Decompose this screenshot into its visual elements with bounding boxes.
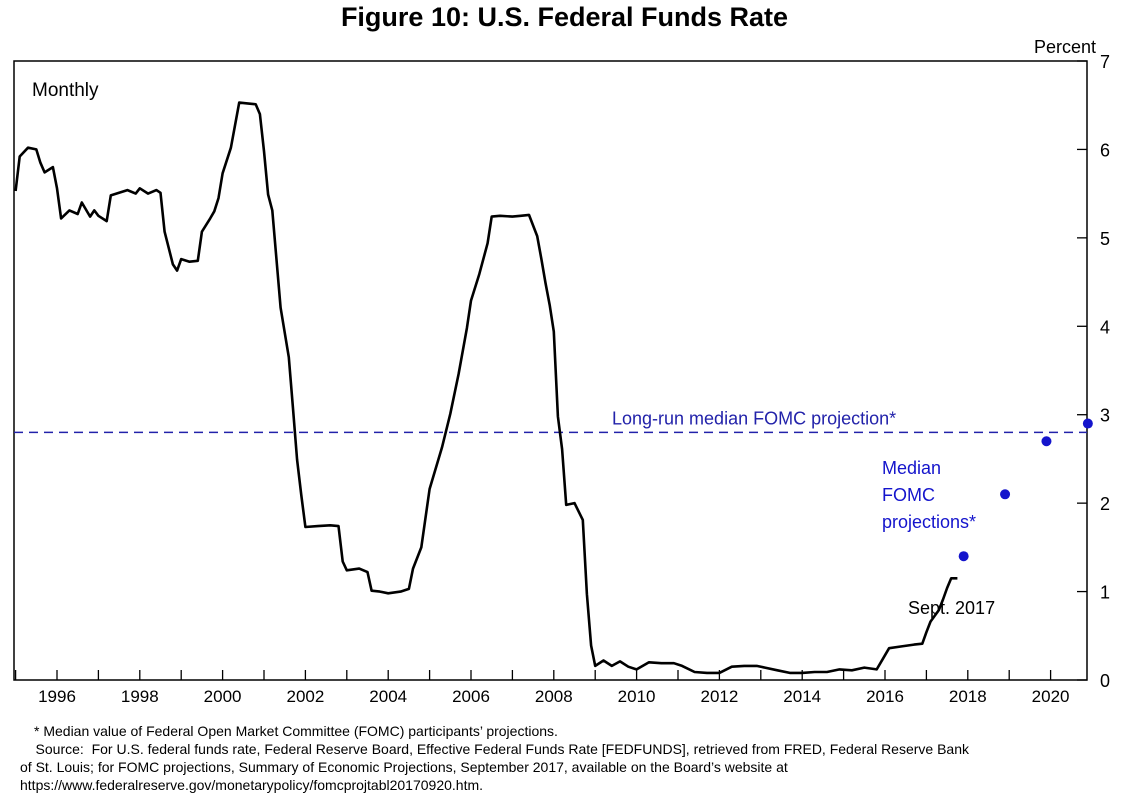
x-tick-label: 2002 xyxy=(286,687,324,706)
reference-line-label: Long-run median FOMC projection* xyxy=(612,408,896,428)
x-tick-label: 2018 xyxy=(949,687,987,706)
x-tick-label: 2012 xyxy=(700,687,738,706)
y-tick-label: 1 xyxy=(1100,583,1110,603)
x-tick-label: 2008 xyxy=(535,687,573,706)
chart-title: Figure 10: U.S. Federal Funds Rate xyxy=(340,2,789,32)
footnote-note: * Median value of Federal Open Market Co… xyxy=(34,723,558,739)
projections-label: FOMC xyxy=(882,485,935,505)
annotation-label: Sept. 2017 xyxy=(908,598,995,618)
projection-point xyxy=(958,551,969,562)
projection-point xyxy=(1000,489,1011,500)
y-tick-label: 0 xyxy=(1100,671,1110,691)
y-tick-label: 3 xyxy=(1100,406,1110,426)
y-axis-label: Percent xyxy=(1034,37,1096,57)
projection-point xyxy=(1041,436,1052,447)
x-tick-label: 2000 xyxy=(204,687,242,706)
y-tick-label: 7 xyxy=(1100,52,1110,72)
x-tick-label: 1996 xyxy=(38,687,76,706)
projection-point xyxy=(1082,418,1093,429)
x-tick-label: 2014 xyxy=(783,687,821,706)
source-line: Source: For U.S. federal funds rate, Fed… xyxy=(20,741,969,757)
projections-label: Median xyxy=(882,458,941,478)
footnote-source: Source: For U.S. federal funds rate, Fed… xyxy=(20,740,1120,794)
y-tick-label: 5 xyxy=(1100,229,1110,249)
x-tick-label: 2016 xyxy=(866,687,904,706)
fed-funds-rate-line xyxy=(14,101,958,675)
projections-label: projections* xyxy=(882,512,976,532)
y-tick-label: 2 xyxy=(1100,494,1110,514)
plot-frame xyxy=(13,60,1088,681)
x-tick-label: 2020 xyxy=(1032,687,1070,706)
source-line: of St. Louis; for FOMC projections, Summ… xyxy=(20,759,788,775)
y-tick-label: 6 xyxy=(1100,140,1110,160)
y-tick-label: 4 xyxy=(1100,317,1110,337)
x-tick-label: 2010 xyxy=(618,687,656,706)
x-tick-label: 2006 xyxy=(452,687,490,706)
source-line: https://www.federalreserve.gov/monetaryp… xyxy=(20,777,484,793)
frequency-label: Monthly xyxy=(32,80,99,101)
x-tick-label: 1998 xyxy=(121,687,159,706)
x-tick-label: 2004 xyxy=(369,687,407,706)
